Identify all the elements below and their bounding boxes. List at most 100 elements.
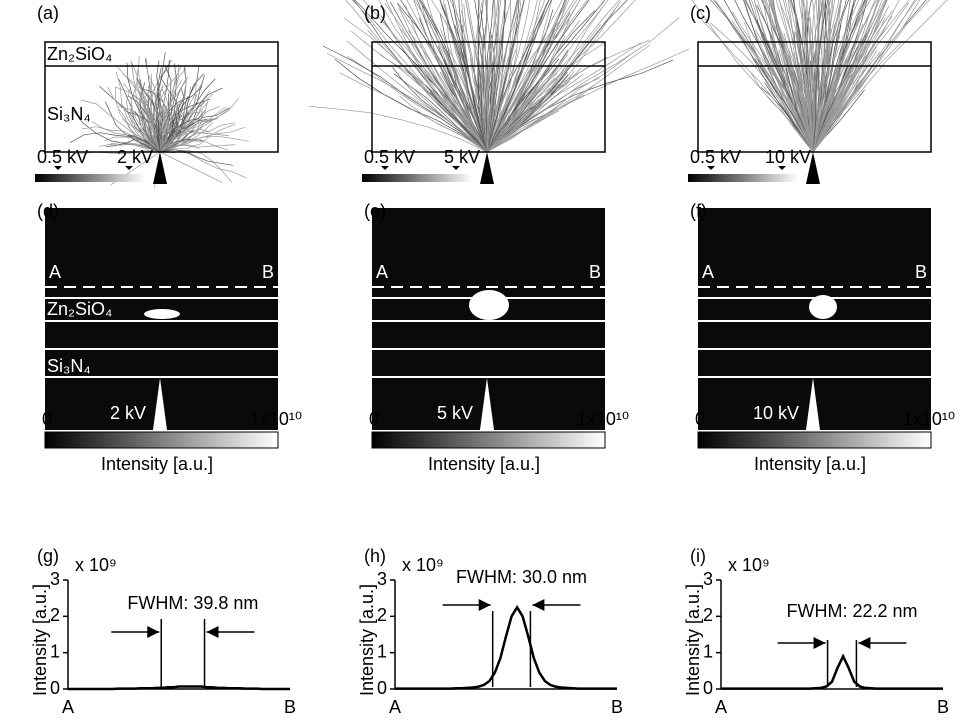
panel-label: (a): [37, 3, 59, 23]
trajectory: [474, 2, 488, 153]
colorbar-min: 0: [369, 409, 379, 429]
panel-label: (c): [690, 3, 711, 23]
x-tick-label: A: [62, 697, 74, 717]
trajectory: [486, 77, 601, 153]
trajectory: [99, 143, 161, 153]
fwhm-annotation: FWHM: 39.8 nm: [127, 593, 258, 613]
y-tick-label: 2: [703, 605, 713, 625]
y-axis-label: Intensity [a.u.]: [683, 584, 703, 696]
trajectory: [812, 54, 881, 153]
trajectory: [486, 0, 552, 153]
trajectory: [130, 69, 161, 153]
fwhm-arrowhead: [858, 637, 871, 649]
y-tick-label: 0: [703, 678, 713, 698]
profile-line: [68, 685, 290, 691]
y-axis-label: Intensity [a.u.]: [30, 584, 50, 696]
y-tick-label: 1: [703, 641, 713, 661]
panel-label: (b): [364, 3, 386, 23]
trajectory: [486, 95, 547, 153]
trajectory: [812, 0, 849, 153]
trajectory: [812, 0, 887, 153]
trajectory: [486, 59, 674, 153]
trajectory: [812, 0, 886, 153]
colorbar-label: Intensity [a.u.]: [101, 454, 213, 474]
trajectory: [423, 50, 488, 153]
beam: [480, 378, 494, 430]
trajectory: [750, 72, 814, 153]
panel-label: (f): [690, 201, 707, 221]
scale-marker: [452, 166, 460, 170]
trajectory: [486, 24, 602, 153]
sample-box: [44, 41, 279, 153]
trajectory: [803, 0, 814, 153]
trajectory: [159, 126, 245, 153]
trajectory: [486, 0, 506, 153]
trajectory: [378, 0, 488, 153]
colorbar-min: 0: [42, 409, 52, 429]
multiplier: x 10⁹: [402, 555, 444, 575]
voltage-label: 10 kV: [753, 403, 799, 423]
trajectory: [308, 105, 488, 153]
trajectory: [486, 81, 571, 153]
profile-line: [395, 604, 617, 690]
trajectory: [453, 0, 488, 153]
x-tick-label: B: [611, 697, 623, 717]
fwhm-arrowhead: [147, 626, 160, 638]
sample-box: [371, 41, 606, 153]
trajectory: [486, 0, 512, 153]
trajectory: [812, 0, 916, 153]
trajectory: [334, 58, 488, 153]
panel-label: (g): [37, 546, 59, 566]
trajectory: [452, 0, 488, 153]
trajectory: [392, 67, 488, 153]
point-label: B: [589, 262, 601, 282]
multiplier: x 10⁹: [75, 555, 117, 575]
trajectory: [413, 0, 488, 153]
trajectory: [710, 0, 814, 153]
sample-box: [697, 41, 932, 153]
trajectory: [748, 0, 814, 153]
trajectory: [159, 73, 204, 153]
fwhm-arrowhead: [813, 637, 826, 649]
trajectory: [138, 79, 161, 153]
emission-spot: [469, 290, 509, 320]
trajectory: [486, 0, 567, 153]
trajectory: [757, 0, 814, 153]
trajectory: [439, 0, 488, 153]
y-tick-label: 2: [50, 605, 60, 625]
trajectory: [486, 17, 680, 153]
trajectory: [136, 77, 161, 153]
voltage-label: 2 kV: [110, 403, 146, 423]
trajectory: [63, 150, 161, 155]
trajectory: [454, 24, 488, 153]
trajectory: [159, 79, 183, 153]
y-tick-label: 0: [50, 678, 60, 698]
trajectories-layer: [63, 0, 948, 189]
trajectory: [812, 0, 864, 153]
scale-bar: [688, 174, 798, 182]
trajectory: [713, 0, 814, 153]
colorbar-label: Intensity [a.u.]: [754, 454, 866, 474]
fwhm-annotation: FWHM: 30.0 nm: [456, 567, 587, 587]
y-tick-label: 0: [377, 678, 387, 698]
trajectory: [81, 126, 161, 153]
scale-label: 0.5 kV: [690, 147, 741, 167]
trajectory: [812, 0, 876, 153]
trajectory: [795, 31, 814, 153]
point-label: A: [376, 262, 388, 282]
beam: [153, 152, 167, 184]
trajectory: [467, 0, 488, 153]
layer-label: Si₃N₄: [47, 356, 91, 376]
layer-label: Si₃N₄: [47, 104, 91, 124]
trajectory: [793, 0, 814, 153]
trajectory: [131, 62, 161, 153]
scale-marker: [125, 166, 133, 170]
trajectory: [159, 149, 247, 179]
colorbar-max: 1x10¹⁰: [903, 409, 955, 429]
y-tick-label: 3: [703, 569, 713, 589]
trajectory: [760, 50, 814, 153]
trajectory: [486, 0, 498, 153]
multiplier: x 10⁹: [728, 555, 770, 575]
point-label: A: [49, 262, 61, 282]
trajectory: [351, 0, 488, 153]
